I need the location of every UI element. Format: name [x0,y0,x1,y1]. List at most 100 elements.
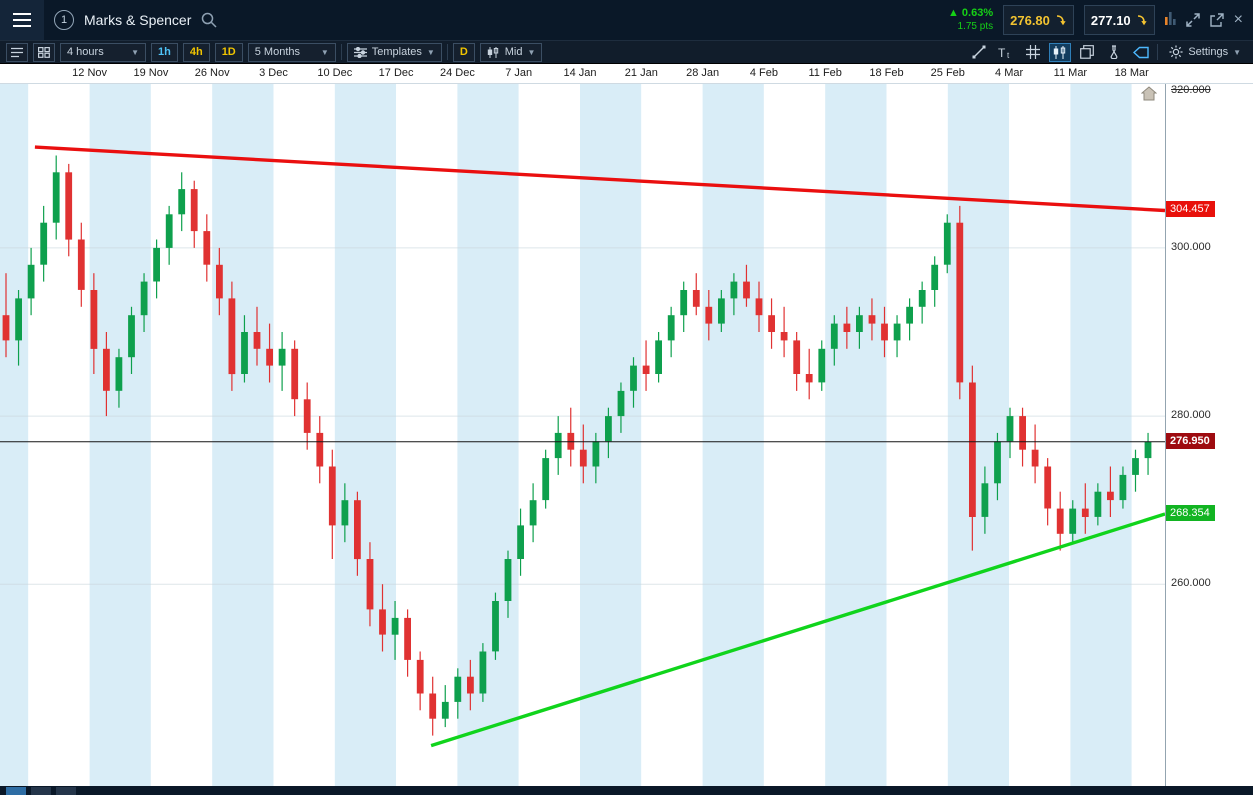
settings-dropdown[interactable]: Settings ▼ [1163,43,1247,62]
quick-interval-1h[interactable]: 1h [151,42,178,62]
y-axis[interactable]: 320.000 300.000 280.000 260.000 304.457 276.9… [1165,84,1253,786]
buy-price-button[interactable]: 277.10 [1083,5,1155,35]
candle-body [906,306,913,324]
taskbar-icon[interactable] [31,787,51,795]
week-band [947,84,1010,786]
flask-icon[interactable] [1103,43,1125,62]
candle-body [1056,508,1064,534]
close-icon[interactable]: × [1233,11,1243,28]
svg-text:T: T [998,46,1006,59]
taskbar-icon[interactable] [56,787,76,795]
week-band [641,84,703,786]
candle-body [655,340,662,374]
candle-body [893,323,901,341]
week-band [212,84,274,786]
candle-body [341,500,349,526]
x-axis-label: 14 Jan [563,67,597,79]
candle-body [1144,441,1152,459]
layout-grid-icon[interactable] [33,42,55,62]
expand-icon[interactable] [1185,13,1200,27]
x-axis-label: 12 Nov [72,67,108,79]
chart-link-badge[interactable]: 1 [54,10,74,30]
top-bar: 1 Marks & Spencer ▲ 0.63% 1.75 pts 276.8… [0,0,1253,40]
candle-body [579,449,587,467]
candle-body [830,323,838,349]
candle-body [65,172,73,240]
range-dropdown[interactable]: 5 Months ▼ [247,42,336,62]
week-band [702,84,764,786]
trendline-tool-icon[interactable] [968,43,990,62]
popout-icon[interactable] [1209,13,1224,27]
candle-body [1132,458,1139,475]
candle-body [15,298,22,341]
candle-body [354,500,361,560]
candle-body [303,399,311,433]
candle-body [680,290,688,316]
week-band [457,84,519,786]
candle-body [768,315,775,332]
duplicate-chart-icon[interactable] [1076,43,1098,62]
candlestick-series [2,155,1152,736]
candle-body [956,222,964,383]
support-trendline[interactable] [430,512,1165,748]
change-percent: 0.63% [961,7,994,20]
candlestick-chart[interactable] [0,84,1165,786]
candle-body [115,357,123,391]
x-axis-label: 17 Dec [378,67,414,79]
candle-body [780,332,788,341]
interval-dropdown[interactable]: 4 hours ▼ [60,42,146,62]
gridlines-icon[interactable] [1022,43,1044,62]
candle-body [1019,416,1026,450]
y-axis-label: 300.000 [1171,241,1211,253]
week-band [89,84,151,786]
candle-body [868,315,876,324]
x-axis-label: 10 Dec [317,67,353,79]
price-type-dropdown[interactable]: Mid ▼ [479,42,543,62]
price-type-value: Mid [504,46,523,58]
scroll-to-latest-icon[interactable] [1141,86,1157,101]
candle-body [140,281,148,316]
menu-icon[interactable] [0,0,44,40]
candle-body [1069,508,1077,534]
chart-plot[interactable] [0,84,1165,786]
candle-body [755,298,763,316]
x-axis-label: 18 Mar [1114,67,1149,79]
y-axis-label: 260.000 [1171,577,1211,589]
candle-body [642,365,650,374]
chevron-down-icon: ▼ [131,47,139,57]
candle-body [266,348,273,366]
templates-dropdown[interactable]: Templates ▼ [346,42,442,62]
week-band [1070,84,1132,786]
indicators-tool-icon[interactable] [1049,42,1072,62]
candle-body [40,222,48,265]
text-tool-icon[interactable]: T t [995,43,1017,62]
quick-interval-4h[interactable]: 4h [182,42,210,62]
candle-body [153,247,160,282]
search-icon[interactable] [201,12,217,28]
current-price-label: 276.950 [1166,433,1215,449]
candle-body [1006,416,1014,442]
resistance-trendline[interactable] [34,145,1165,213]
candle-body [667,315,675,341]
candle-body [793,340,801,374]
week-band [1009,84,1071,786]
quick-interval-1d[interactable]: 1D [214,42,243,62]
buy-direction-arrow-icon [1137,15,1147,26]
candle-body [27,264,35,299]
back-eraser-icon[interactable] [1130,43,1152,62]
taskbar-icon[interactable] [6,787,26,795]
candle-body [165,214,173,248]
candle-body [1031,449,1039,467]
week-band [396,84,458,786]
candle-body [554,432,562,459]
sell-price-button[interactable]: 276.80 [1003,5,1074,35]
candle-body [1044,466,1052,509]
candle-body [228,298,236,375]
candle-body [1081,508,1089,517]
x-axis[interactable]: 12 Nov 19 Nov 26 Nov 3 Dec 10 Dec 17 Dec 24 De… [0,64,1253,84]
week-band [334,84,397,786]
period-d-button[interactable]: D [452,42,475,62]
order-ticket-icon[interactable] [6,42,28,62]
x-axis-label: 21 Jan [624,67,658,79]
change-points: 1.75 pts [957,20,994,32]
